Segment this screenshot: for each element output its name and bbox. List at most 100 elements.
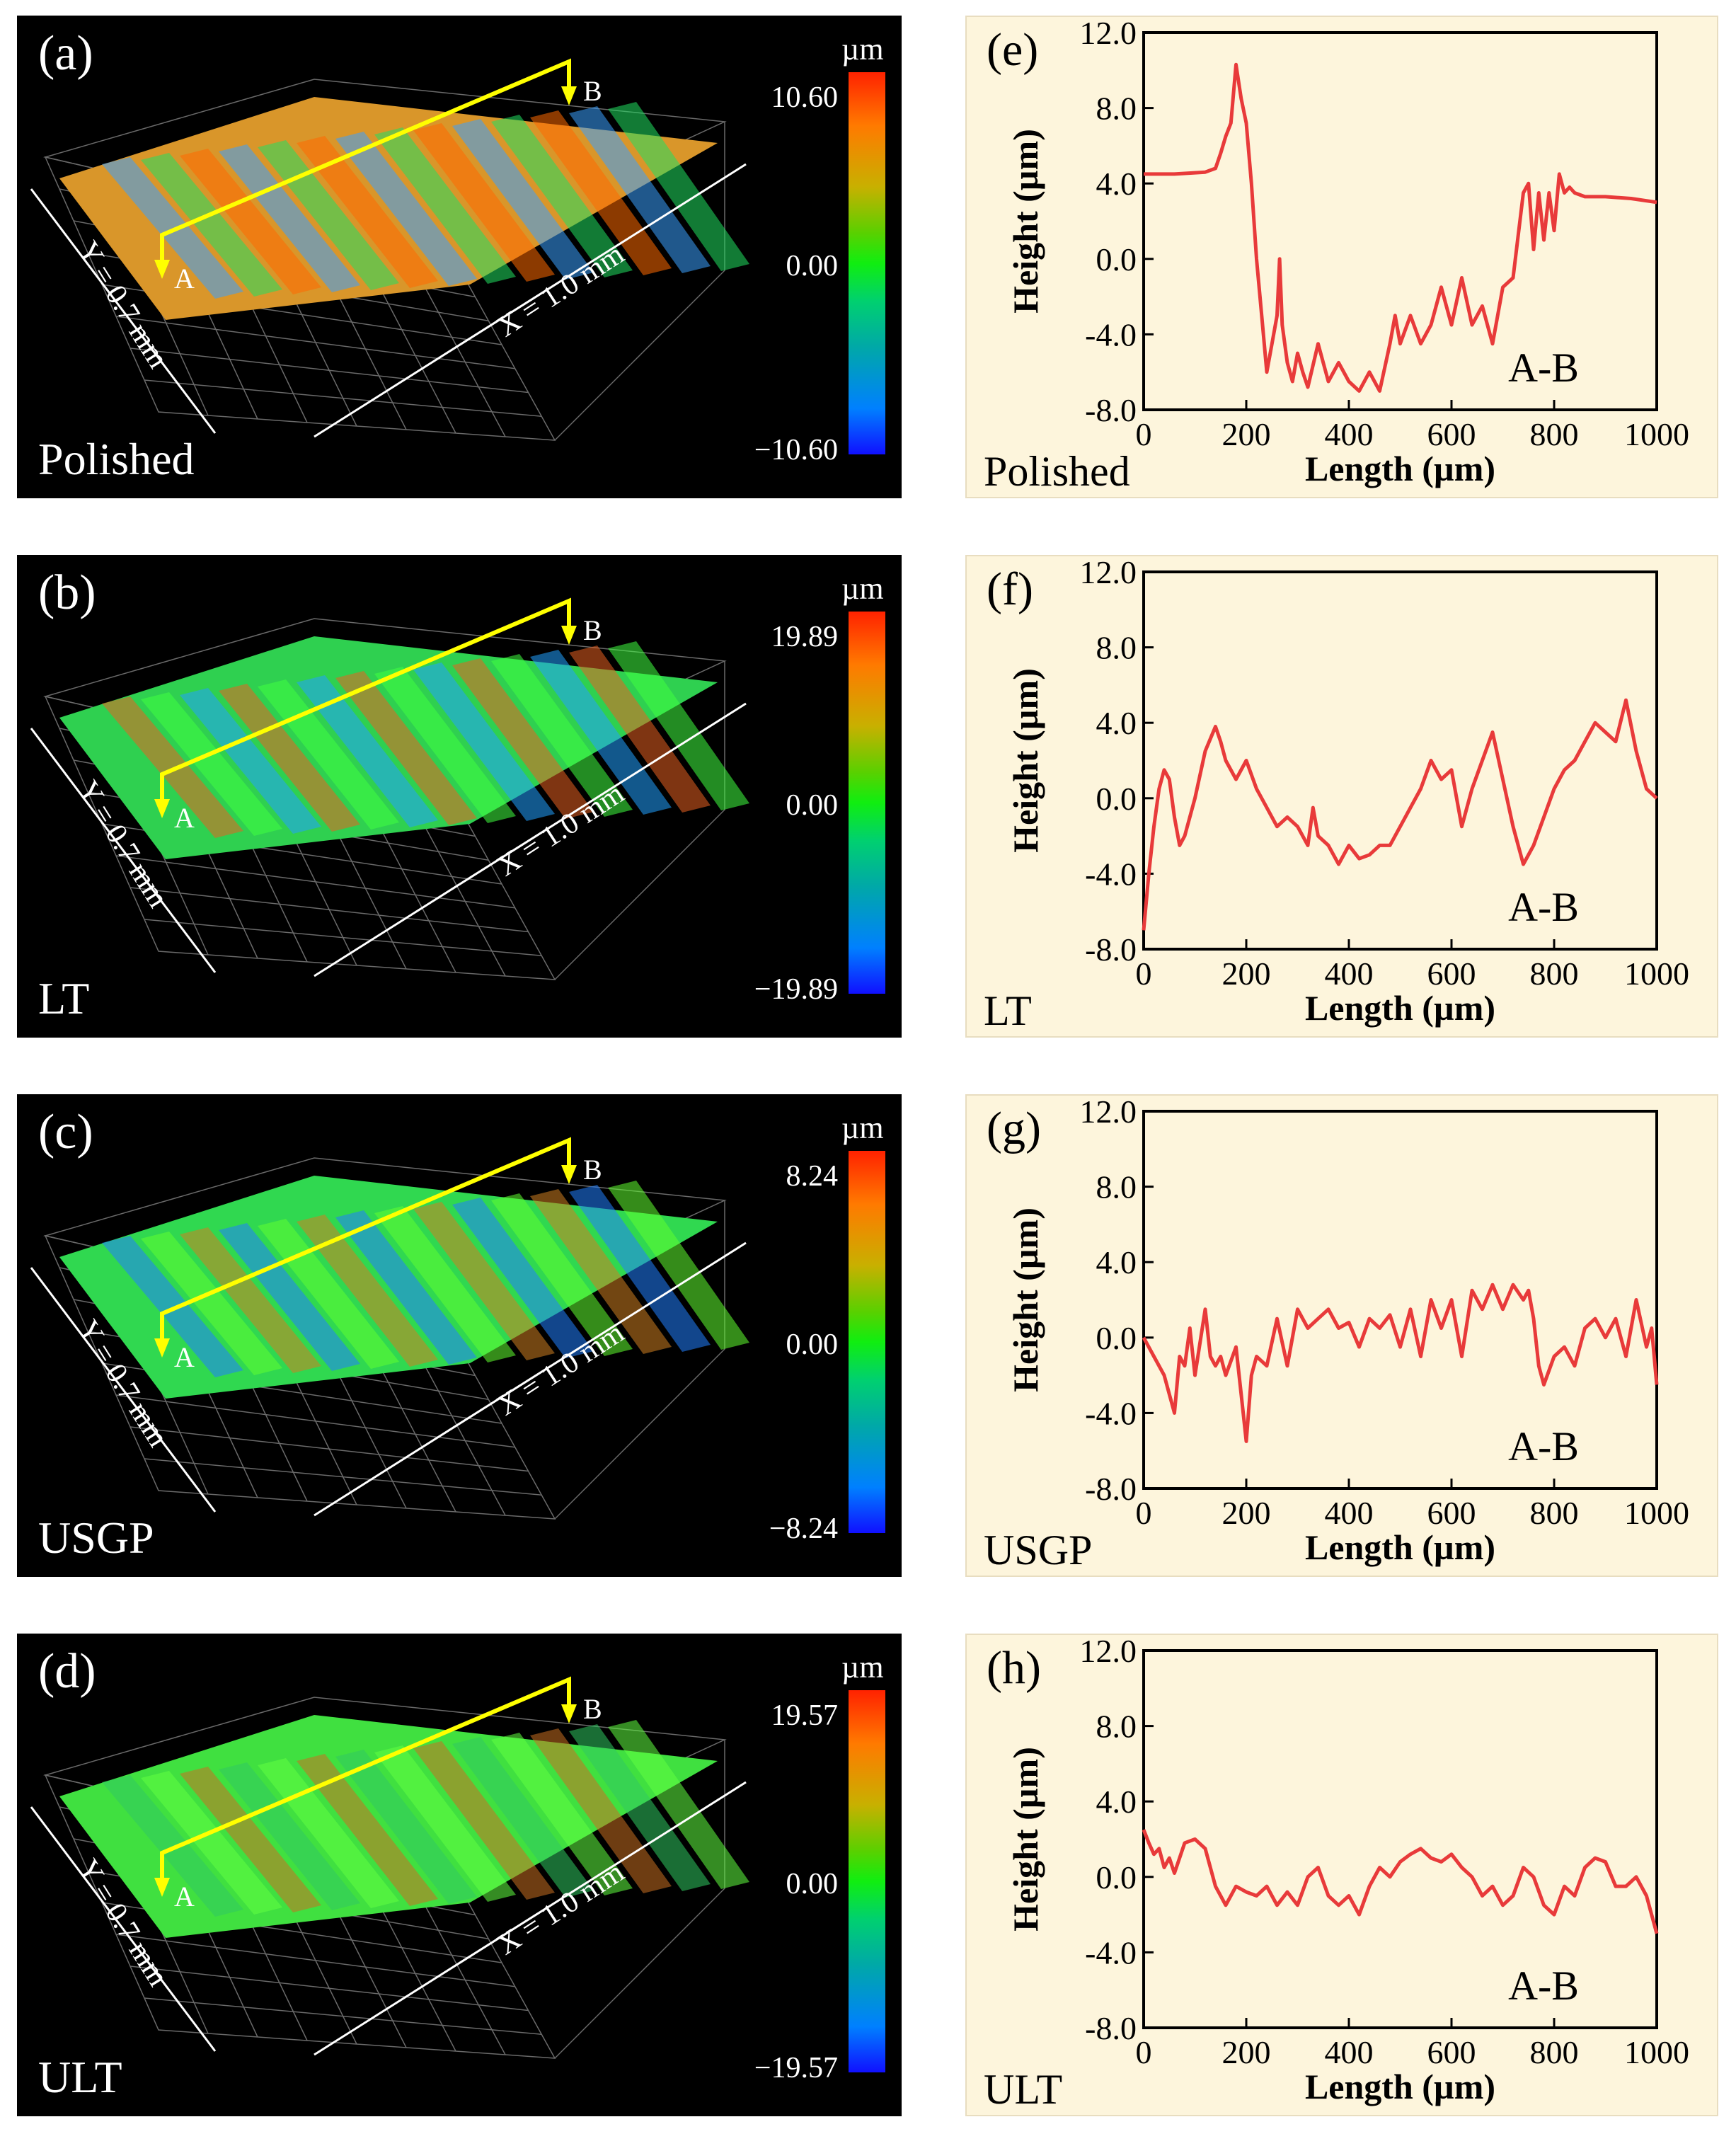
y-tick-label: -4.0	[1085, 316, 1137, 352]
height-profile-line	[1142, 698, 1658, 931]
color-scale-max: 8.24	[786, 1160, 839, 1193]
x-tick-label: 400	[1325, 416, 1374, 452]
color-scale-min: −8.24	[769, 1513, 838, 1545]
height-profile-line	[1144, 62, 1657, 393]
x-tick-label: 0	[1136, 956, 1152, 992]
section-line-a-b	[160, 1676, 571, 1878]
sample-label: LT	[38, 973, 90, 1023]
color-scale-max: 10.60	[771, 81, 839, 114]
profile-chart-ult: 12.0 8.0 4.0 0.0 -4.0 -8.0 0 200 400 600 800 1000 Le…	[965, 1634, 1718, 2116]
color-scale-max: 19.57	[771, 1699, 839, 1732]
surface-ridge	[491, 1193, 633, 1356]
dimension-arrows	[30, 163, 747, 438]
y-tick-label: -4.0	[1085, 856, 1137, 892]
arrow-b-icon	[561, 1704, 577, 1723]
surface-ridge	[297, 1215, 438, 1367]
profile-chart-svg: 12.0 8.0 4.0 0.0 -4.0 -8.00 200 400 600 800 1000 Le…	[984, 556, 1689, 1034]
section-line-a-b	[160, 58, 571, 260]
color-scale-min: −10.60	[754, 434, 838, 466]
arrow-a-icon	[154, 1338, 170, 1358]
sample-label: Polished	[984, 448, 1130, 495]
x-axis-title: Length (µm)	[1305, 449, 1495, 488]
point-a-label: A	[174, 802, 195, 834]
x-tick-label: 400	[1325, 2034, 1374, 2070]
sample-label: LT	[984, 987, 1032, 1034]
plot-frame	[1142, 31, 1658, 411]
point-a-label: A	[174, 1881, 195, 1912]
point-b-label: B	[583, 614, 602, 646]
x-tick-label: 800	[1530, 1495, 1579, 1531]
x-tick-label: 400	[1325, 956, 1374, 992]
x-tick-label: 400	[1325, 1495, 1374, 1531]
color-scale-mid: 0.00	[786, 250, 839, 282]
surface-ridge	[297, 675, 438, 827]
surface-ridge	[180, 149, 321, 294]
y-tick-label: 12.0	[1080, 1096, 1137, 1130]
color-scale-bar	[849, 1690, 885, 2072]
surface-ridge	[297, 136, 438, 288]
y-tick-label: 12.0	[1080, 556, 1137, 590]
y-tick-label: 4.0	[1096, 705, 1137, 741]
height-profile-line	[1142, 1829, 1659, 1934]
y-tick-label: 0.0	[1096, 781, 1137, 817]
y-axis-title: Height (µm)	[1006, 668, 1045, 853]
surface-ridge	[335, 1210, 477, 1365]
point-b-label: B	[583, 1693, 602, 1725]
surface-ridge	[102, 696, 243, 838]
color-scale-bar	[849, 612, 885, 994]
x-tick-label: 0	[1136, 416, 1152, 452]
surface-ridge	[608, 1720, 749, 1889]
section-line-a-b	[160, 597, 571, 799]
y-tick-label: 8.0	[1096, 1709, 1137, 1745]
y-tick-label: -8.0	[1085, 2010, 1137, 2046]
profile-chart-svg: 12.0 8.0 4.0 0.0 -4.0 -8.00 200 400 600 800 1000 Le…	[984, 1635, 1689, 2113]
profile-chart-usgp: 12.0 8.0 4.0 0.0 -4.0 -8.0 0 200 400 600 800 1000 Le…	[965, 1094, 1718, 1577]
arrow-a-icon	[154, 260, 170, 279]
panel-label: (d)	[38, 1644, 96, 1699]
surface-ridge	[413, 1202, 555, 1360]
x-axis-title: Length (µm)	[1305, 2067, 1495, 2106]
dimension-arrows	[30, 702, 747, 977]
x-axis-title: Length (µm)	[1305, 1527, 1495, 1567]
surface-ridge	[219, 1223, 360, 1371]
surface-ridge	[413, 123, 555, 282]
color-scale-unit: µm	[841, 1650, 884, 1685]
y-axis-title: Height (µm)	[1006, 1207, 1045, 1392]
arrow-b-icon	[561, 86, 577, 105]
sample-label: USGP	[38, 1513, 154, 1563]
color-scale-bar	[849, 1151, 885, 1533]
y-axis-title: Height (µm)	[1006, 129, 1045, 314]
color-scale-mid: 0.00	[786, 789, 839, 822]
y-tick-label: 0.0	[1096, 1320, 1137, 1356]
surface-ridge	[608, 102, 749, 271]
plot-frame	[1142, 1110, 1658, 1490]
profile-chart-polished: 12.0 8.0 4.0 0.0 -4.0 -8.0 0 200 400 600 800 1000 Le…	[965, 16, 1718, 498]
arrow-a-icon	[154, 799, 170, 818]
surface-ridge	[141, 1232, 282, 1375]
x-tick-label: 800	[1530, 956, 1579, 992]
surface-ridge	[180, 688, 321, 834]
sample-label: USGP	[984, 1527, 1092, 1573]
surface-ridge	[452, 1737, 594, 1898]
y-tick-label: -8.0	[1085, 392, 1137, 428]
x-tick-label: 600	[1427, 416, 1476, 452]
panel-label: (g)	[987, 1103, 1041, 1154]
panel-label: (e)	[987, 24, 1038, 76]
color-scale-mid: 0.00	[786, 1868, 839, 1900]
y-tick-label: -8.0	[1085, 1471, 1137, 1507]
y-tick-label: 4.0	[1096, 166, 1137, 202]
section-line-a-b	[160, 1137, 571, 1338]
x-axis-title: Length (µm)	[1305, 988, 1495, 1028]
panel-label: (f)	[987, 563, 1033, 615]
plot-frame	[1142, 570, 1658, 951]
y-tick-label: 12.0	[1080, 1635, 1137, 1669]
surface-ridge	[452, 658, 594, 819]
profile-annotation: A-B	[1508, 884, 1579, 930]
y-tick-label: 8.0	[1096, 1169, 1137, 1205]
x-tick-label: 600	[1427, 956, 1476, 992]
y-tick-label: 8.0	[1096, 91, 1137, 127]
panel-label: (c)	[38, 1105, 93, 1159]
panel-label: (a)	[38, 26, 93, 81]
